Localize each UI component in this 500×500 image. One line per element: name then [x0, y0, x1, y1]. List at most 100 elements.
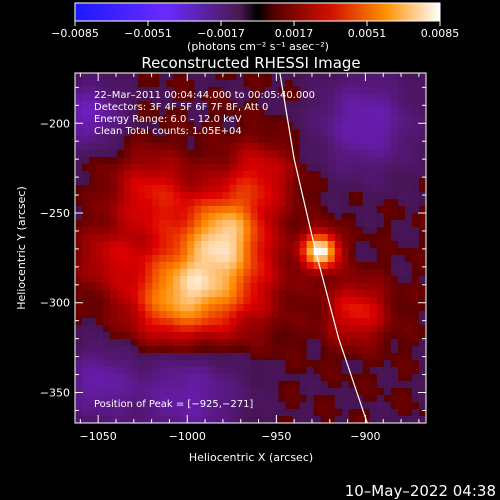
heatmap-cell	[404, 227, 413, 235]
heatmap-cell	[187, 269, 195, 277]
heatmap-cell	[348, 192, 357, 200]
heatmap-cell	[250, 339, 259, 347]
heatmap-cell	[250, 388, 259, 396]
heatmap-cell	[222, 381, 231, 389]
heatmap-cell	[250, 164, 259, 172]
heatmap-cell	[229, 283, 238, 291]
heatmap-cell	[236, 234, 245, 242]
heatmap-cell	[383, 73, 392, 81]
heatmap-cell	[383, 248, 392, 256]
heatmap-cell	[334, 234, 343, 242]
heatmap-cell	[110, 304, 118, 312]
heatmap-cell	[173, 171, 181, 179]
heatmap-cell	[390, 339, 399, 347]
heatmap-cell	[292, 381, 301, 389]
heatmap-cell	[348, 409, 357, 417]
heatmap-cell	[96, 248, 104, 256]
y-tick-label: −350	[40, 386, 70, 399]
heatmap-cell	[173, 241, 181, 249]
heatmap-cell	[327, 402, 336, 410]
heatmap-cell	[208, 374, 216, 382]
heatmap-cell	[320, 234, 329, 242]
heatmap-cell	[152, 115, 160, 123]
heatmap-cell	[222, 276, 231, 284]
heatmap-cell	[222, 402, 231, 410]
heatmap-cell	[145, 171, 153, 179]
heatmap-cell	[187, 276, 195, 284]
heatmap-cell	[173, 367, 181, 375]
heatmap-cell	[75, 241, 83, 249]
heatmap-cell	[327, 101, 336, 109]
heatmap-cell	[355, 136, 364, 144]
heatmap-cell	[362, 192, 371, 200]
heatmap-cell	[271, 73, 280, 81]
heatmap-cell	[208, 192, 216, 200]
heatmap-cell	[390, 381, 399, 389]
heatmap-cell	[341, 297, 350, 305]
heatmap-cell	[159, 346, 167, 354]
heatmap-cell	[404, 178, 413, 186]
heatmap-cell	[124, 416, 132, 423]
heatmap-cell	[404, 157, 413, 165]
heatmap-cell	[194, 73, 202, 81]
heatmap-cell	[327, 283, 336, 291]
heatmap-cell	[75, 276, 83, 284]
heatmap-cell	[348, 346, 357, 354]
heatmap-cell	[222, 227, 231, 235]
heatmap-cell	[397, 269, 406, 277]
heatmap-cell	[180, 332, 188, 340]
heatmap-cell	[152, 297, 160, 305]
heatmap-cell	[89, 185, 97, 193]
heatmap-cell	[103, 318, 111, 326]
heatmap-cell	[369, 115, 378, 123]
solar-limb-curve	[279, 73, 368, 423]
heatmap-cell	[411, 129, 420, 137]
heatmap-cell	[341, 332, 350, 340]
heatmap-cell	[383, 87, 392, 95]
heatmap-cell	[110, 360, 118, 368]
heatmap-cell	[138, 339, 146, 347]
heatmap-cell	[173, 360, 181, 368]
heatmap-cell	[264, 367, 273, 375]
heatmap-cell	[390, 276, 399, 284]
heatmap-cell	[271, 311, 280, 319]
heatmap-cell	[334, 262, 343, 270]
heatmap-cell	[229, 220, 238, 228]
heatmap-cell	[355, 220, 364, 228]
heatmap-cell	[292, 416, 301, 423]
heatmap-cell	[355, 367, 364, 375]
heatmap-cell	[411, 206, 420, 214]
heatmap-cell	[222, 108, 231, 116]
heatmap-cell	[376, 381, 385, 389]
heatmap-cell	[264, 115, 273, 123]
heatmap-cell	[75, 318, 83, 326]
heatmap-cell	[355, 290, 364, 298]
heatmap-cell	[327, 136, 336, 144]
heatmap-cell	[306, 87, 315, 95]
heatmap-cell	[285, 73, 294, 81]
heatmap-cell	[383, 353, 392, 361]
heatmap-cell	[327, 297, 336, 305]
heatmap-cell	[341, 248, 350, 256]
heatmap-cell	[271, 213, 280, 221]
heatmap-cell	[376, 227, 385, 235]
heatmap-cell	[320, 227, 329, 235]
heatmap-cell	[222, 255, 231, 263]
heatmap-cell	[96, 108, 104, 116]
heatmap-cell	[180, 339, 188, 347]
heatmap-cell	[376, 304, 385, 312]
heatmap-cell	[152, 157, 160, 165]
heatmap-cell	[355, 241, 364, 249]
heatmap-cell	[89, 206, 97, 214]
heatmap-cell	[201, 248, 209, 256]
heatmap-cell	[89, 416, 97, 423]
heatmap-cell	[96, 80, 104, 88]
heatmap-cell	[334, 290, 343, 298]
heatmap-cell	[110, 262, 118, 270]
heatmap-cell	[180, 360, 188, 368]
heatmap-cell	[243, 80, 252, 88]
heatmap-cell	[243, 409, 252, 417]
heatmap-cell	[299, 115, 308, 123]
heatmap-cell	[285, 192, 294, 200]
heatmap-cell	[187, 192, 195, 200]
